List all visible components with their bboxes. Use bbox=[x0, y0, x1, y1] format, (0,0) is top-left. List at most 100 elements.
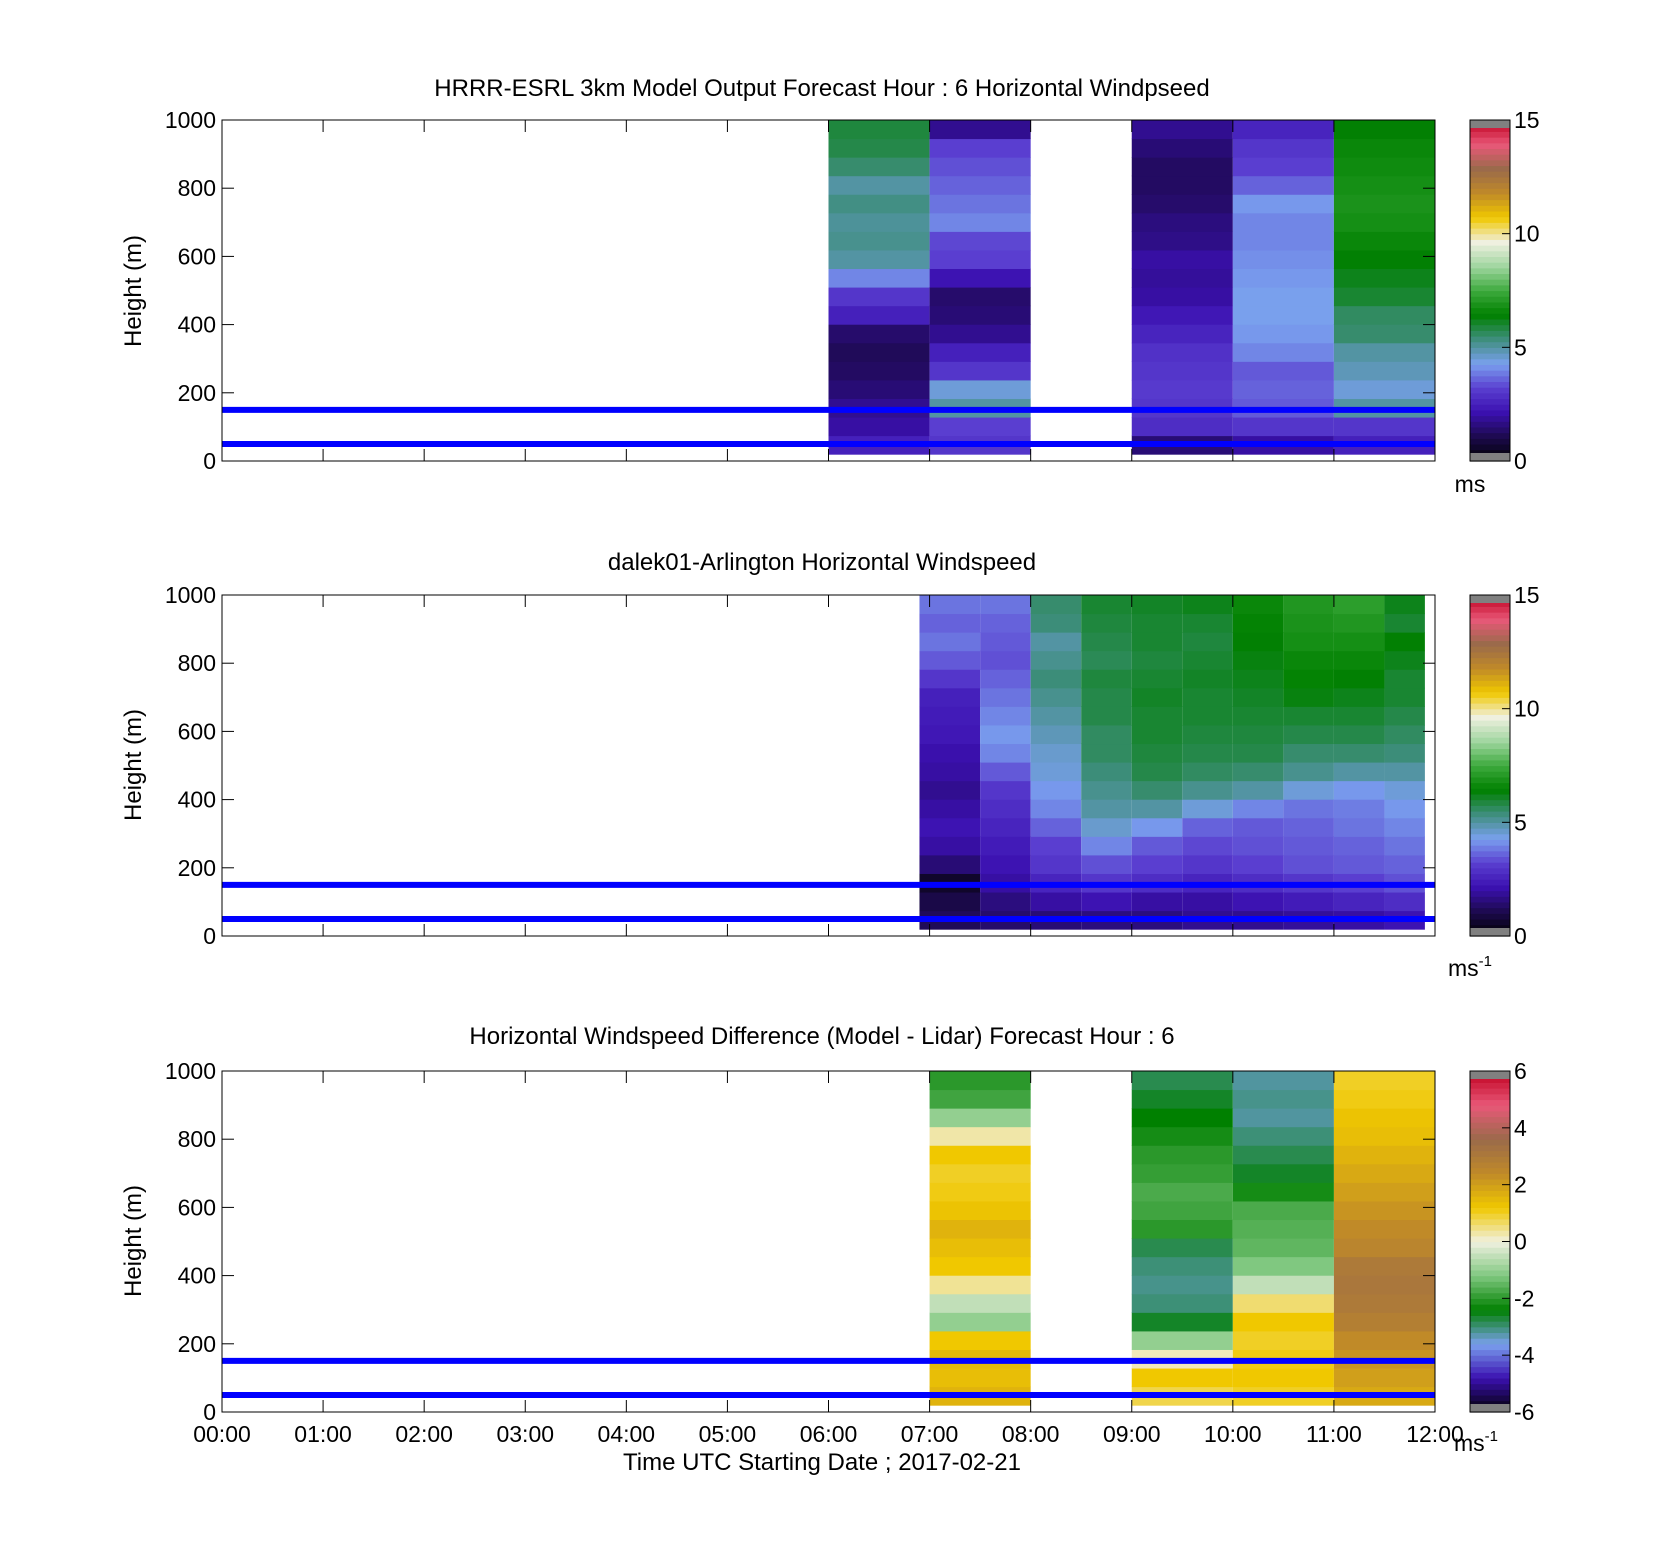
heatmap-cell bbox=[1081, 836, 1132, 856]
heatmap-cell bbox=[1131, 706, 1183, 726]
heatmap-cell bbox=[1333, 632, 1385, 652]
heatmap-cell bbox=[1384, 892, 1425, 912]
heatmap-cell bbox=[1131, 305, 1233, 325]
y-tick-label: 800 bbox=[178, 650, 216, 676]
heatmap-cell bbox=[929, 1256, 1031, 1276]
colorbar-segment bbox=[1470, 720, 1510, 727]
colorbar-segment bbox=[1470, 313, 1510, 320]
heatmap-cell bbox=[929, 268, 1031, 288]
heatmap-cell bbox=[1030, 706, 1082, 726]
colorbar-frame bbox=[1469, 119, 1511, 462]
heatmap-cell bbox=[1333, 613, 1385, 633]
heatmap-cell bbox=[1384, 595, 1425, 615]
colorbar-segment bbox=[1470, 1298, 1510, 1305]
heatmap-cell bbox=[1182, 650, 1233, 670]
heatmap-cell bbox=[1333, 743, 1385, 763]
heatmap-cell bbox=[919, 595, 981, 615]
heatmap-cell bbox=[929, 1108, 1031, 1128]
heatmap-cell bbox=[1081, 724, 1132, 745]
heatmap-cell bbox=[1232, 417, 1334, 437]
y-tick-label: 400 bbox=[178, 787, 216, 813]
heatmap-cell bbox=[1131, 249, 1233, 270]
colorbar-segment bbox=[1470, 1127, 1510, 1135]
heatmap-cell bbox=[1081, 799, 1132, 819]
colorbar-segment bbox=[1470, 646, 1510, 653]
y-tick-label: 1000 bbox=[165, 1058, 216, 1084]
heatmap-cell bbox=[1232, 379, 1334, 399]
colorbar-segment bbox=[1470, 1144, 1510, 1152]
heatmap-cell bbox=[828, 194, 930, 214]
colorbar-segment bbox=[1470, 330, 1510, 337]
colorbar-segment bbox=[1470, 850, 1510, 858]
heatmap-cell bbox=[1131, 379, 1233, 399]
heatmap-cell bbox=[1131, 854, 1183, 874]
heatmap-cell bbox=[1384, 687, 1425, 707]
colorbar-segment bbox=[1470, 776, 1510, 784]
heatmap-cell bbox=[929, 249, 1031, 270]
colorbar-segment bbox=[1470, 890, 1510, 897]
heatmap-cell bbox=[1283, 780, 1334, 800]
heatmap-cell bbox=[1081, 687, 1132, 707]
colorbar-segment bbox=[1470, 1184, 1510, 1191]
colorbar-segment bbox=[1470, 358, 1510, 365]
heatmap-cell bbox=[1384, 650, 1425, 670]
colorbar-segment bbox=[1470, 1139, 1510, 1146]
heatmap-cell bbox=[1232, 342, 1334, 362]
heatmap-cell bbox=[1232, 1126, 1334, 1146]
heatmap-cell bbox=[1131, 1163, 1233, 1183]
colorbar-segment bbox=[1470, 210, 1510, 218]
heatmap-cell bbox=[828, 268, 930, 288]
heatmap-cell bbox=[1333, 379, 1435, 399]
heatmap-cell bbox=[1131, 268, 1233, 288]
heatmap-cell bbox=[1333, 1200, 1435, 1221]
colorbar-segment bbox=[1470, 432, 1510, 439]
colorbar-segment bbox=[1470, 1235, 1510, 1243]
heatmap-cell bbox=[1030, 724, 1082, 745]
colorbar-segment bbox=[1470, 381, 1510, 388]
heatmap-cell bbox=[1333, 1163, 1435, 1183]
colorbar-segment bbox=[1470, 1207, 1510, 1214]
colorbar-segment bbox=[1470, 1372, 1510, 1379]
heatmap-cell bbox=[929, 231, 1031, 251]
colorbar-segment bbox=[1470, 148, 1510, 155]
heatmap-cell bbox=[1081, 706, 1132, 726]
colorbar-segment bbox=[1470, 606, 1510, 613]
heatmap-cell bbox=[1333, 1145, 1435, 1165]
heatmap-cell bbox=[1232, 324, 1334, 344]
heatmap-cell bbox=[1131, 613, 1183, 633]
colorbar-underflow bbox=[1470, 928, 1510, 936]
colorbar-segment bbox=[1470, 913, 1510, 920]
heatmap-cell bbox=[1232, 120, 1334, 140]
colorbar-segment bbox=[1470, 731, 1510, 738]
heatmap-cell bbox=[1283, 613, 1334, 633]
y-tick-label: 1000 bbox=[165, 107, 216, 133]
heatmap-cell bbox=[1131, 417, 1233, 437]
colorbar-segment bbox=[1470, 353, 1510, 360]
y-tick-label: 800 bbox=[178, 175, 216, 201]
colorbar-segment bbox=[1470, 1190, 1510, 1197]
heatmap-cell bbox=[1030, 780, 1082, 800]
colorbar-segment bbox=[1470, 663, 1510, 670]
heatmap-cell bbox=[929, 1126, 1031, 1146]
heatmap-cell bbox=[1131, 157, 1233, 177]
heatmap-cell bbox=[1232, 361, 1334, 381]
colorbar-segment bbox=[1470, 833, 1510, 840]
colorbar-segment bbox=[1470, 404, 1510, 411]
heatmap-cell bbox=[1131, 1182, 1233, 1202]
heatmap-cell bbox=[929, 1200, 1031, 1221]
colorbar-segment bbox=[1470, 1173, 1510, 1180]
heatmap-cell bbox=[919, 687, 981, 707]
heatmap-cell bbox=[1283, 687, 1334, 707]
colorbar-segment bbox=[1470, 1241, 1510, 1248]
y-tick-label: 1000 bbox=[165, 582, 216, 608]
heatmap-cell bbox=[1333, 1089, 1435, 1109]
colorbar-underflow bbox=[1470, 1404, 1510, 1412]
colorbar-segment bbox=[1470, 290, 1510, 297]
colorbar-segment bbox=[1470, 816, 1510, 823]
heatmap-cell bbox=[980, 669, 1031, 689]
heatmap-cell bbox=[929, 1275, 1031, 1295]
colorbar-segment bbox=[1470, 879, 1510, 886]
colorbar-segment bbox=[1470, 409, 1510, 417]
heatmap-cell bbox=[980, 613, 1031, 633]
colorbar-segment bbox=[1470, 1360, 1510, 1368]
